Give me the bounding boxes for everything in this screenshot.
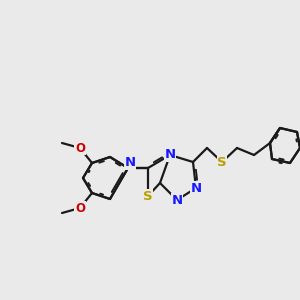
Text: N: N [190, 182, 202, 194]
Text: S: S [143, 190, 153, 202]
Text: S: S [217, 155, 227, 169]
Text: N: N [171, 194, 183, 206]
Text: O: O [75, 202, 85, 214]
Text: O: O [75, 142, 85, 154]
Text: N: N [164, 148, 175, 161]
Text: N: N [124, 157, 136, 169]
